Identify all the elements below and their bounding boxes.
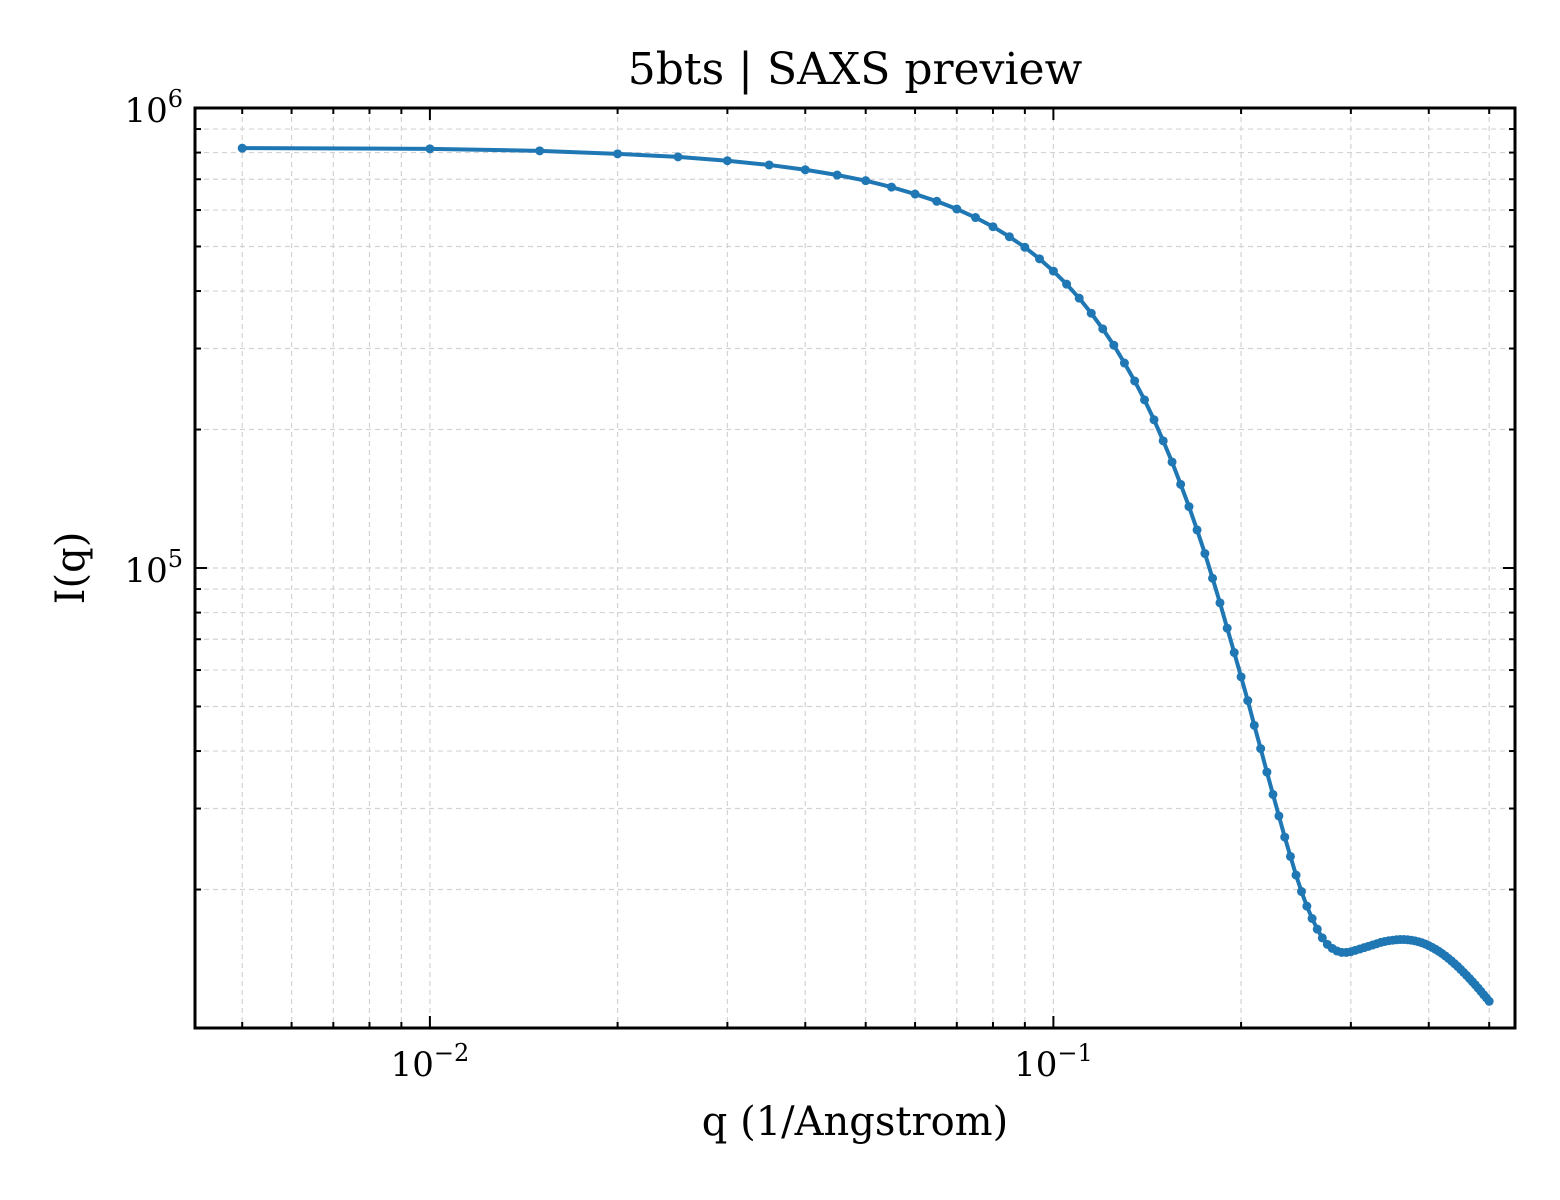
data-point (887, 182, 897, 192)
data-point (535, 146, 545, 156)
data-point (1167, 457, 1177, 467)
data-point (1291, 870, 1301, 880)
data-point (1192, 525, 1202, 535)
data-point (1086, 308, 1096, 318)
data-point (1243, 696, 1253, 706)
data-point (1208, 573, 1218, 583)
data-series (237, 143, 1494, 1006)
data-point (1074, 293, 1084, 303)
data-point (1004, 232, 1014, 242)
data-point (1048, 266, 1058, 276)
data-point (1130, 376, 1140, 386)
x-axis-label: q (1/Angstrom) (702, 1099, 1008, 1145)
chart-title: 5bts | SAXS preview (628, 44, 1083, 95)
data-point (1256, 744, 1266, 754)
data-point (1274, 811, 1284, 821)
data-point (1119, 358, 1129, 368)
x-tick-label: 10−1 (1014, 1039, 1093, 1085)
data-point (1035, 254, 1045, 264)
data-point (1229, 648, 1239, 658)
data-point (1222, 623, 1232, 633)
data-point (1312, 924, 1322, 934)
data-point (425, 144, 435, 154)
data-point (1268, 789, 1278, 799)
data-point (910, 189, 920, 199)
y-tick-label: 106 (124, 85, 183, 131)
data-point (1262, 767, 1272, 777)
data-point (1158, 436, 1168, 446)
data-point (861, 176, 871, 186)
data-point (722, 156, 732, 166)
data-point (237, 143, 247, 153)
data-point (970, 213, 980, 223)
x-tick-label: 10−2 (391, 1039, 470, 1085)
data-point (1307, 913, 1317, 923)
data-point (1062, 279, 1072, 289)
tick-labels: 10−2 10−1 105 106 (124, 85, 1092, 1085)
data-point (673, 152, 683, 162)
data-point (764, 160, 774, 170)
data-point (1184, 502, 1194, 512)
axis-ticks (195, 107, 1515, 1029)
data-point (1176, 479, 1186, 489)
data-point (1109, 340, 1119, 350)
data-point (613, 149, 623, 159)
data-point (1484, 996, 1494, 1006)
data-point (1098, 324, 1108, 334)
y-tick-label: 105 (124, 545, 183, 591)
y-axis-label: I(q) (48, 532, 94, 605)
data-point (1317, 933, 1327, 943)
data-point (988, 222, 998, 232)
data-point (1215, 598, 1225, 608)
data-point (932, 196, 942, 206)
data-point (1249, 720, 1259, 730)
data-point (1236, 672, 1246, 682)
data-point (1297, 887, 1307, 897)
data-point (1020, 242, 1030, 252)
data-point (1302, 901, 1312, 911)
data-point (800, 165, 810, 175)
data-point (1285, 851, 1295, 861)
data-point (1140, 395, 1150, 405)
data-point (1200, 549, 1210, 559)
data-point (832, 170, 842, 180)
data-point (952, 204, 962, 214)
data-point (1149, 415, 1159, 425)
data-point (1280, 832, 1290, 842)
